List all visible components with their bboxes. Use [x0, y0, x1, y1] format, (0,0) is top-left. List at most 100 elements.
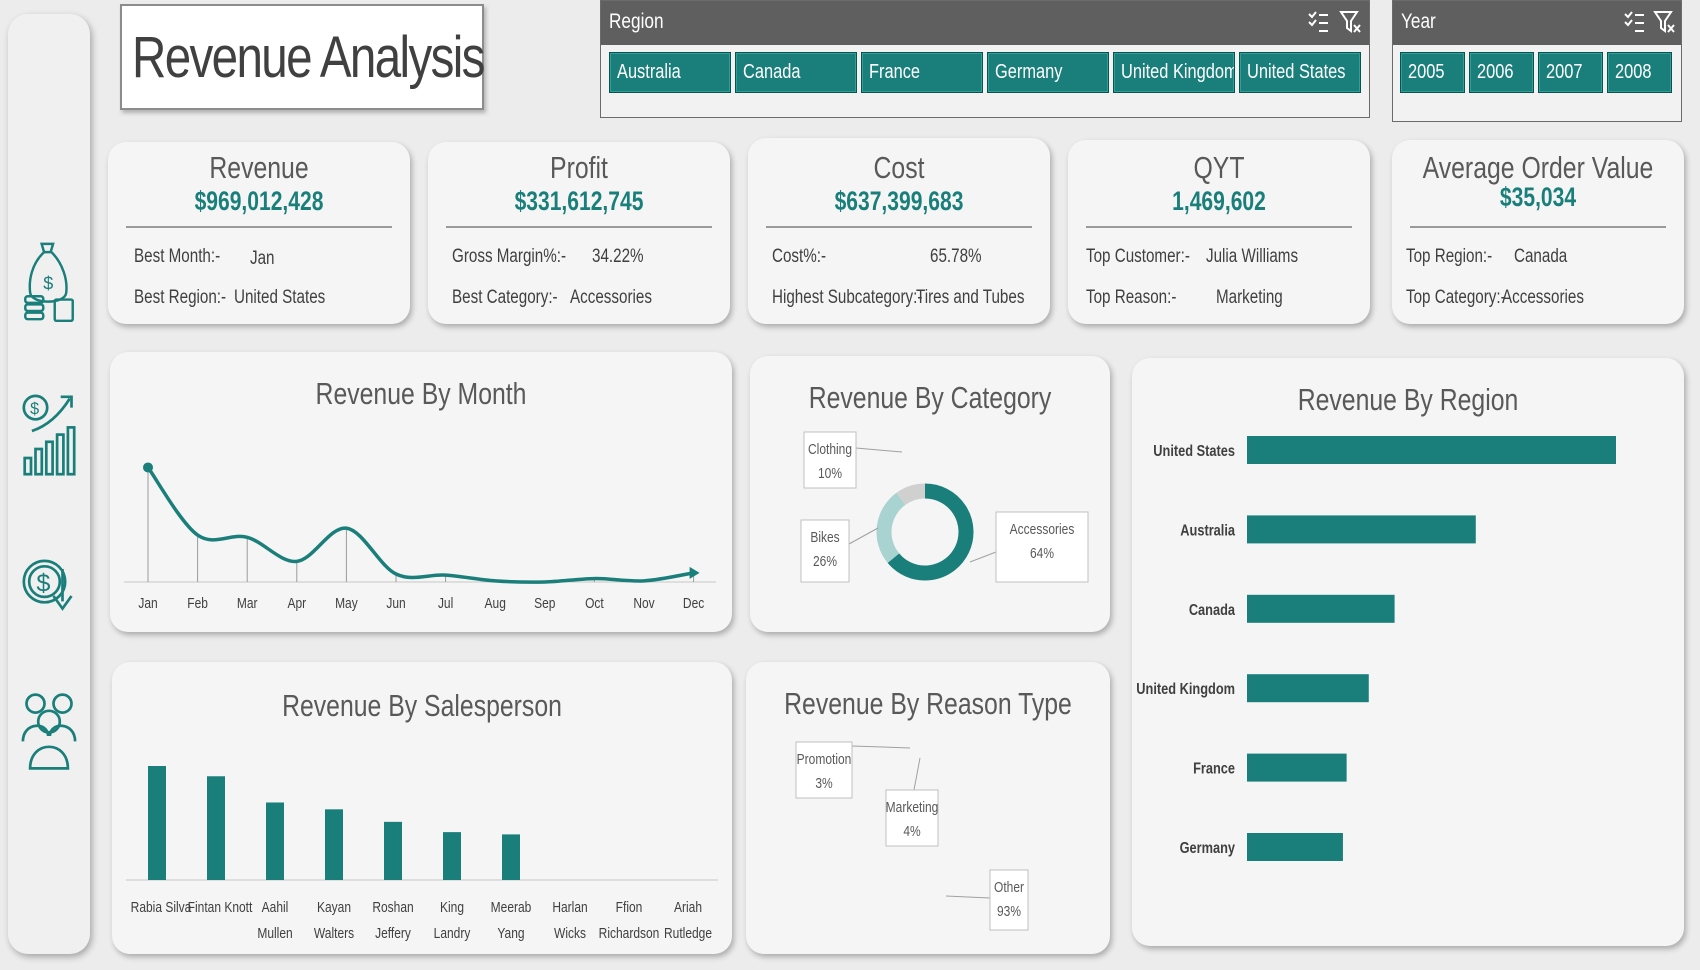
x-tick-label: May: [335, 595, 358, 612]
year-slicer-header: Year: [1393, 1, 1681, 45]
salesperson-label: Jeffery: [375, 925, 411, 942]
salesperson-bar: [207, 776, 225, 880]
region-label: Canada: [1189, 602, 1236, 620]
end-arrow: [689, 566, 700, 579]
clear-filter-icon[interactable]: [1339, 9, 1361, 35]
category-callout-accessories-value: 64%: [1030, 545, 1054, 562]
kpi-detail-value: Julia Williams: [1206, 246, 1299, 267]
divider: [766, 226, 1032, 228]
category-callout-accessories-box: [995, 511, 1089, 583]
multi-select-icon[interactable]: [1623, 9, 1645, 35]
category-callout-bikes-name: Bikes: [810, 529, 840, 546]
kpi-detail-label: Top Reason:-: [1086, 287, 1177, 308]
chart-title: Revenue By Salesperson: [282, 688, 562, 723]
region-slicer-header: Region: [601, 1, 1369, 45]
cost-down-icon[interactable]: $: [18, 542, 80, 632]
category-callout-accessories-name: Accessories: [1010, 521, 1075, 538]
x-tick-label: Oct: [585, 595, 604, 612]
chart-title: Revenue By Reason Type: [784, 686, 1072, 721]
kpi-detail-value: Canada: [1514, 246, 1568, 267]
x-tick-label: Nov: [633, 595, 655, 612]
revenue-by-month-chart: Jan Feb Mar Apr May Jun Jul Aug Sep Oct Nov Dec: [124, 462, 716, 612]
kpi-detail-value: Jan: [250, 248, 275, 269]
kpi-detail-label: Best Month:-: [134, 246, 221, 267]
x-tick-label: Apr: [287, 595, 306, 612]
category-slice: [887, 483, 974, 581]
salesperson-label: Landry: [434, 925, 471, 942]
leader-line: [945, 895, 991, 899]
salesperson-bar: [266, 802, 284, 880]
reason-callout-marketing-value: 4%: [903, 823, 920, 840]
kpi-detail-label: Top Category:-: [1406, 287, 1506, 308]
category-callout-clothing-value: 10%: [818, 465, 842, 482]
revenue-by-region-chart: United States Australia Canada United Kingd…: [1136, 436, 1616, 861]
kpi-title: Revenue: [209, 150, 309, 185]
page-title: Revenue Analysis: [132, 25, 485, 90]
salesperson-label: Richardson: [599, 925, 660, 942]
multi-select-icon[interactable]: [1307, 9, 1329, 35]
year-option-2007[interactable]: 2007: [1538, 52, 1603, 93]
kpi-detail-value: 34.22%: [592, 246, 644, 267]
salesperson-label: Meerab: [491, 899, 532, 916]
team-icon[interactable]: [18, 682, 80, 772]
kpi-detail-value: Accessories: [570, 287, 652, 308]
salesperson-label: Fintan Knott: [188, 899, 253, 916]
year-option-2008[interactable]: 2008: [1607, 52, 1672, 93]
divider: [1410, 226, 1666, 228]
salesperson-label: Harlan: [552, 899, 587, 916]
salesperson-label: Ffion: [616, 899, 643, 916]
category-callout-bikes-value: 26%: [813, 553, 837, 570]
salesperson-label: Mullen: [257, 925, 292, 942]
revenue-line: [146, 466, 694, 584]
region-option-australia[interactable]: Australia: [609, 52, 731, 93]
x-tick-label: Jul: [438, 595, 453, 612]
salesperson-bar: [148, 766, 166, 880]
kpi-detail-value: United States: [234, 287, 326, 308]
svg-text:$: $: [43, 274, 53, 294]
region-bar: [1247, 594, 1395, 623]
region-label: France: [1193, 760, 1235, 778]
region-bar: [1247, 515, 1476, 544]
year-option-2006[interactable]: 2006: [1469, 52, 1534, 93]
dashboard-title-box: Revenue Analysis: [120, 4, 485, 110]
growth-chart-icon[interactable]: $: [18, 386, 80, 476]
region-option-united-states[interactable]: United States: [1239, 52, 1361, 93]
region-option-united-kingdom[interactable]: United Kingdom: [1113, 52, 1235, 93]
region-label: Australia: [1180, 522, 1236, 540]
salesperson-label: King: [440, 899, 464, 916]
kpi-detail-label: Best Region:-: [134, 287, 227, 308]
reason-callout-other-box: [989, 869, 1029, 931]
kpi-title: QYT: [1193, 150, 1245, 185]
clear-filter-icon[interactable]: [1653, 9, 1675, 35]
leader-line: [851, 745, 911, 749]
region-slicer-title: Region: [609, 10, 664, 33]
year-slicer-title: Year: [1401, 10, 1436, 33]
salesperson-label: Rabia Silva: [131, 899, 192, 916]
kpi-detail-value: Marketing: [1216, 287, 1283, 308]
revenue-by-salesperson-card: Revenue By Salesperson Rabia Silva Fintan…: [112, 662, 732, 954]
kpi-title: Average Order Value: [1422, 150, 1654, 185]
salesperson-label: Walters: [314, 925, 354, 942]
kpi-title: Cost: [873, 150, 925, 185]
region-label: United Kingdom: [1136, 681, 1235, 699]
leader-line: [913, 757, 921, 791]
divider: [126, 226, 392, 228]
region-option-france[interactable]: France: [861, 52, 983, 93]
kpi-detail-label: Best Category:-: [452, 287, 558, 308]
x-tick-label: Dec: [683, 595, 705, 612]
region-bar: [1247, 674, 1369, 703]
region-label: United States: [1153, 443, 1235, 461]
kpi-value: $969,012,428: [194, 186, 324, 216]
region-slicer: Region Australia Canada France Germany U…: [600, 0, 1370, 118]
region-bar: [1247, 753, 1347, 782]
money-bag-icon[interactable]: $: [18, 239, 80, 329]
kpi-detail-label: Top Customer:-: [1086, 246, 1190, 267]
revenue-by-reason-card: Revenue By Reason Type Promotion 3% Market…: [746, 662, 1110, 954]
region-bar: [1247, 436, 1616, 464]
year-option-2005[interactable]: 2005: [1400, 52, 1465, 93]
region-option-germany[interactable]: Germany: [987, 52, 1109, 93]
kpi-card-qyt: QYT 1,469,602 Top Customer:- Julia Willi…: [1068, 140, 1370, 324]
region-option-canada[interactable]: Canada: [735, 52, 857, 93]
kpi-value: $331,612,745: [514, 186, 644, 216]
category-callout-clothing-name: Clothing: [808, 441, 852, 458]
